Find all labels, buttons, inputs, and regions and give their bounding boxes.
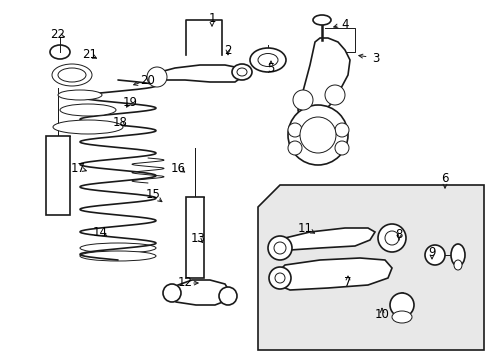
Text: 6: 6 <box>440 171 448 184</box>
Circle shape <box>292 90 312 110</box>
Circle shape <box>384 231 398 245</box>
Ellipse shape <box>453 260 461 270</box>
Circle shape <box>334 123 348 137</box>
Circle shape <box>325 85 345 105</box>
Circle shape <box>273 242 285 254</box>
Circle shape <box>377 224 405 252</box>
Ellipse shape <box>237 68 246 76</box>
Ellipse shape <box>249 48 285 72</box>
Polygon shape <box>170 280 229 305</box>
Text: 11: 11 <box>297 221 312 234</box>
Text: 22: 22 <box>50 28 65 41</box>
Polygon shape <box>274 228 374 252</box>
Text: 21: 21 <box>82 49 97 62</box>
Ellipse shape <box>80 251 156 261</box>
Circle shape <box>287 105 347 165</box>
Text: 18: 18 <box>112 116 127 129</box>
Polygon shape <box>297 38 349 120</box>
Ellipse shape <box>258 54 278 67</box>
Circle shape <box>389 293 413 317</box>
Text: 17: 17 <box>70 162 85 175</box>
Polygon shape <box>258 185 483 350</box>
Text: 20: 20 <box>140 73 155 86</box>
Text: 16: 16 <box>170 162 185 175</box>
Text: 10: 10 <box>374 309 388 321</box>
Circle shape <box>287 123 302 137</box>
Bar <box>185 197 203 278</box>
Ellipse shape <box>50 45 70 59</box>
Text: 13: 13 <box>190 231 205 244</box>
Ellipse shape <box>231 64 251 80</box>
Polygon shape <box>274 258 391 290</box>
Text: 2: 2 <box>224 44 231 57</box>
Ellipse shape <box>52 64 92 86</box>
Text: 9: 9 <box>427 246 435 258</box>
Text: 12: 12 <box>177 276 192 289</box>
Text: 14: 14 <box>92 225 107 238</box>
Circle shape <box>299 117 335 153</box>
Ellipse shape <box>391 311 411 323</box>
Polygon shape <box>152 65 244 82</box>
Circle shape <box>287 141 302 155</box>
Ellipse shape <box>53 120 123 134</box>
Circle shape <box>268 267 290 289</box>
Ellipse shape <box>60 104 116 116</box>
Circle shape <box>147 67 167 87</box>
Text: 1: 1 <box>208 12 215 24</box>
Circle shape <box>424 245 444 265</box>
Text: 4: 4 <box>341 18 348 31</box>
Text: 7: 7 <box>344 276 351 289</box>
Text: 19: 19 <box>122 95 137 108</box>
Bar <box>46 136 70 215</box>
Circle shape <box>163 284 181 302</box>
Text: 15: 15 <box>145 189 160 202</box>
Ellipse shape <box>58 68 86 82</box>
Ellipse shape <box>450 244 464 266</box>
Ellipse shape <box>80 243 156 253</box>
Circle shape <box>334 141 348 155</box>
Circle shape <box>219 287 237 305</box>
Ellipse shape <box>312 15 330 25</box>
Circle shape <box>267 236 291 260</box>
Circle shape <box>274 273 285 283</box>
Text: 5: 5 <box>267 62 274 75</box>
Ellipse shape <box>58 90 102 100</box>
Text: 8: 8 <box>394 228 402 240</box>
Text: 3: 3 <box>371 51 379 64</box>
